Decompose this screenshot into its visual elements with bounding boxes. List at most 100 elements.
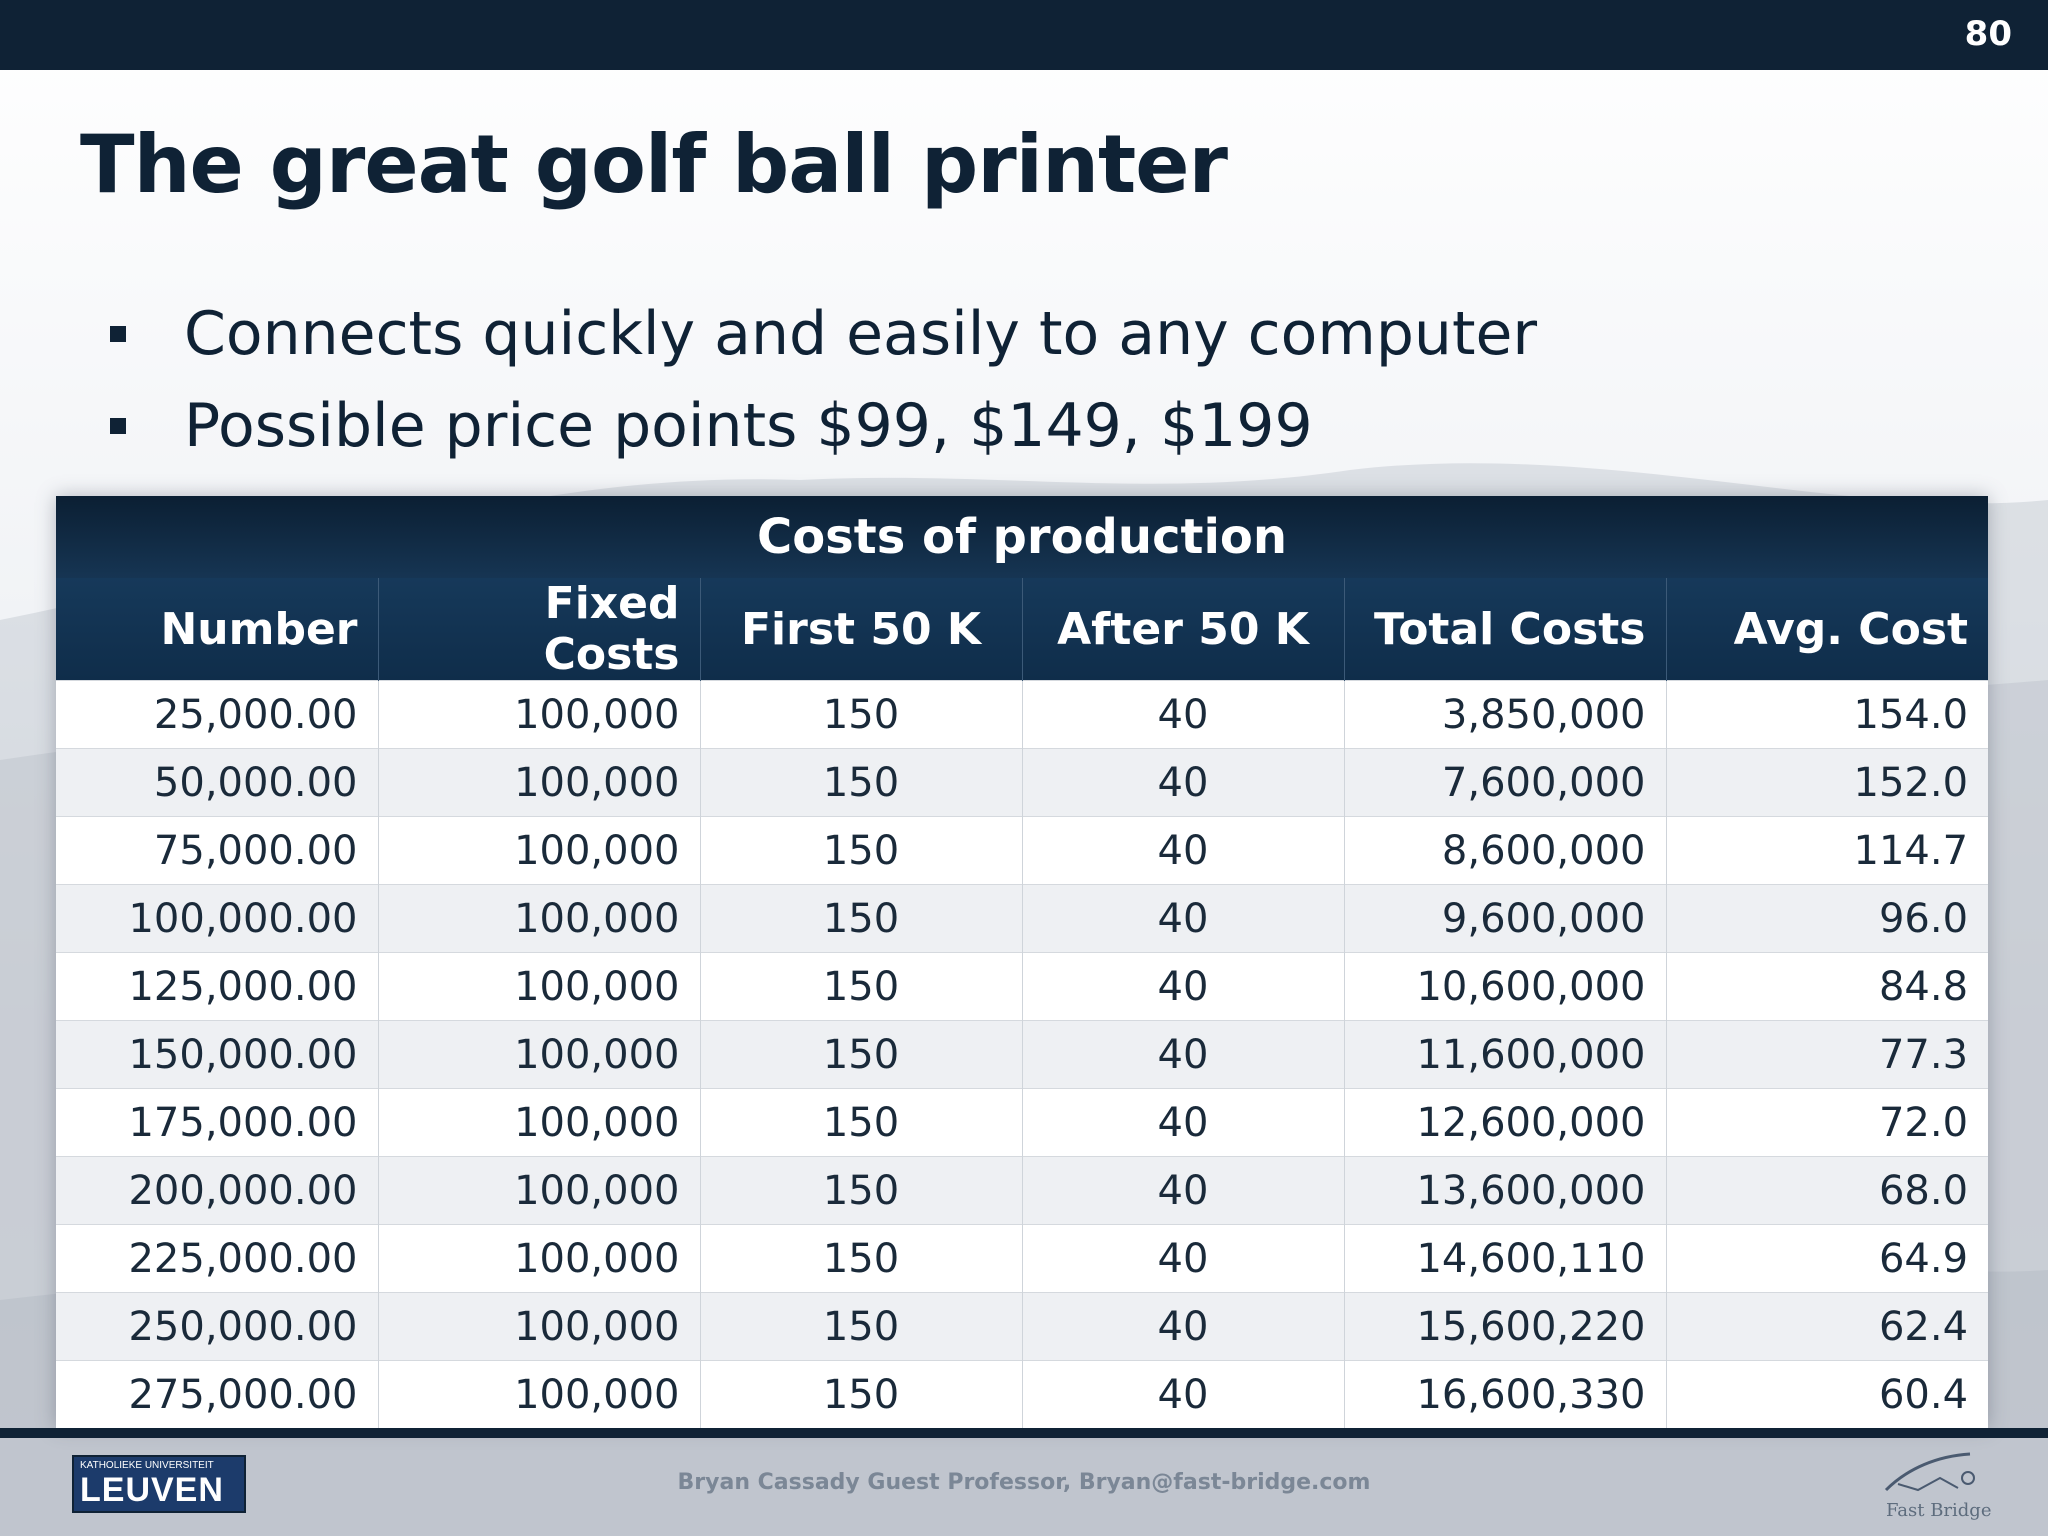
cell-number: 75,000.00 [56, 816, 378, 885]
cell-number: 200,000.00 [56, 1156, 378, 1225]
cell-number: 275,000.00 [56, 1360, 378, 1428]
cell-number: 100,000.00 [56, 884, 378, 953]
table-header-row: Number Fixed Costs First 50 K After 50 K… [56, 578, 1989, 681]
cell-after-50k: 40 [1021, 1156, 1344, 1225]
cell-first-50k: 150 [699, 1156, 1022, 1225]
square-bullet-icon [110, 326, 126, 342]
cell-avg-cost: 96.0 [1665, 884, 1989, 953]
cell-number: 250,000.00 [56, 1292, 378, 1361]
column-header-fixed-costs: Fixed Costs [377, 578, 700, 681]
cell-first-50k: 150 [699, 680, 1022, 749]
cell-total-costs: 12,600,000 [1343, 1088, 1666, 1157]
cell-number: 225,000.00 [56, 1224, 378, 1293]
cell-first-50k: 150 [699, 1020, 1022, 1089]
cell-after-50k: 40 [1021, 1360, 1344, 1428]
table-row: 200,000.00 100,000 150 40 13,600,000 68.… [56, 1156, 1989, 1225]
cell-total-costs: 8,600,000 [1343, 816, 1666, 885]
cell-after-50k: 40 [1021, 680, 1344, 749]
cell-avg-cost: 114.7 [1665, 816, 1989, 885]
cell-first-50k: 150 [699, 1360, 1022, 1428]
bullet-text: Connects quickly and easily to any compu… [184, 299, 1538, 369]
leuven-logo: KATHOLIEKE UNIVERSITEIT LEUVEN [72, 1455, 246, 1513]
table-row: 150,000.00 100,000 150 40 11,600,000 77.… [56, 1020, 1989, 1089]
column-header-first-50k: First 50 K [699, 578, 1022, 681]
cell-fixed-costs: 100,000 [377, 1020, 700, 1089]
cell-after-50k: 40 [1021, 1020, 1344, 1089]
cell-first-50k: 150 [699, 748, 1022, 817]
fast-bridge-label: Fast Bridge [1886, 1500, 1992, 1521]
slide-number: 80 [1964, 14, 2012, 54]
table-row: 175,000.00 100,000 150 40 12,600,000 72.… [56, 1088, 1989, 1157]
cell-total-costs: 11,600,000 [1343, 1020, 1666, 1089]
cell-fixed-costs: 100,000 [377, 1292, 700, 1361]
logo-small-text: KATHOLIEKE UNIVERSITEIT [80, 1460, 214, 1471]
table-row: 75,000.00 100,000 150 40 8,600,000 114.7 [56, 816, 1989, 885]
column-header-total-costs: Total Costs [1343, 578, 1666, 681]
column-header-avg-cost: Avg. Cost [1665, 578, 1989, 681]
cell-fixed-costs: 100,000 [377, 952, 700, 1021]
costs-table: Costs of production Number Fixed Costs F… [56, 496, 1989, 1428]
cell-after-50k: 40 [1021, 1292, 1344, 1361]
table-caption: Costs of production [56, 496, 1989, 578]
costs-table-container: Costs of production Number Fixed Costs F… [56, 496, 1989, 1428]
column-header-after-50k: After 50 K [1021, 578, 1344, 681]
table-caption-row: Costs of production [56, 496, 1989, 578]
footer-divider [0, 1428, 2048, 1438]
table-row: 250,000.00 100,000 150 40 15,600,220 62.… [56, 1292, 1989, 1361]
cell-total-costs: 13,600,000 [1343, 1156, 1666, 1225]
cell-after-50k: 40 [1021, 1224, 1344, 1293]
cell-avg-cost: 72.0 [1665, 1088, 1989, 1157]
cell-after-50k: 40 [1021, 748, 1344, 817]
cell-number: 150,000.00 [56, 1020, 378, 1089]
table-row: 50,000.00 100,000 150 40 7,600,000 152.0 [56, 748, 1989, 817]
cell-fixed-costs: 100,000 [377, 680, 700, 749]
cell-first-50k: 150 [699, 816, 1022, 885]
cell-fixed-costs: 100,000 [377, 1156, 700, 1225]
cell-total-costs: 10,600,000 [1343, 952, 1666, 1021]
bridge-arc-icon [1884, 1452, 1975, 1492]
cell-avg-cost: 84.8 [1665, 952, 1989, 1021]
cell-first-50k: 150 [699, 1292, 1022, 1361]
cell-number: 125,000.00 [56, 952, 378, 1021]
cell-after-50k: 40 [1021, 952, 1344, 1021]
bullet-item: Possible price points $99, $149, $199 [110, 380, 1537, 472]
cell-first-50k: 150 [699, 1088, 1022, 1157]
bullet-item: Connects quickly and easily to any compu… [110, 288, 1537, 380]
cell-fixed-costs: 100,000 [377, 884, 700, 953]
cell-total-costs: 3,850,000 [1343, 680, 1666, 749]
fast-bridge-logo: Fast Bridge [1878, 1448, 1992, 1521]
cell-first-50k: 150 [699, 952, 1022, 1021]
cell-after-50k: 40 [1021, 816, 1344, 885]
table-row: 275,000.00 100,000 150 40 16,600,330 60.… [56, 1360, 1989, 1428]
cell-avg-cost: 68.0 [1665, 1156, 1989, 1225]
cell-fixed-costs: 100,000 [377, 1224, 700, 1293]
cell-first-50k: 150 [699, 884, 1022, 953]
table-row: 125,000.00 100,000 150 40 10,600,000 84.… [56, 952, 1989, 1021]
table-row: 25,000.00 100,000 150 40 3,850,000 154.0 [56, 680, 1989, 749]
cell-fixed-costs: 100,000 [377, 748, 700, 817]
cell-total-costs: 16,600,330 [1343, 1360, 1666, 1428]
column-header-number: Number [56, 578, 378, 681]
logo-big-text: LEUVEN [80, 1471, 224, 1509]
cell-number: 25,000.00 [56, 680, 378, 749]
cell-avg-cost: 154.0 [1665, 680, 1989, 749]
cell-fixed-costs: 100,000 [377, 1088, 700, 1157]
cell-after-50k: 40 [1021, 884, 1344, 953]
table-body: 25,000.00 100,000 150 40 3,850,000 154.0… [56, 680, 1989, 1428]
top-bar: 80 [0, 0, 2048, 70]
cell-total-costs: 14,600,110 [1343, 1224, 1666, 1293]
cell-avg-cost: 64.9 [1665, 1224, 1989, 1293]
cell-avg-cost: 152.0 [1665, 748, 1989, 817]
cell-number: 175,000.00 [56, 1088, 378, 1157]
table-row: 225,000.00 100,000 150 40 14,600,110 64.… [56, 1224, 1989, 1293]
bullet-list: Connects quickly and easily to any compu… [110, 288, 1537, 472]
cell-total-costs: 15,600,220 [1343, 1292, 1666, 1361]
table-row: 100,000.00 100,000 150 40 9,600,000 96.0 [56, 884, 1989, 953]
cell-fixed-costs: 100,000 [377, 816, 700, 885]
cell-first-50k: 150 [699, 1224, 1022, 1293]
bullet-text: Possible price points $99, $149, $199 [184, 391, 1313, 461]
cell-avg-cost: 60.4 [1665, 1360, 1989, 1428]
cell-total-costs: 9,600,000 [1343, 884, 1666, 953]
cell-fixed-costs: 100,000 [377, 1360, 700, 1428]
cell-avg-cost: 77.3 [1665, 1020, 1989, 1089]
